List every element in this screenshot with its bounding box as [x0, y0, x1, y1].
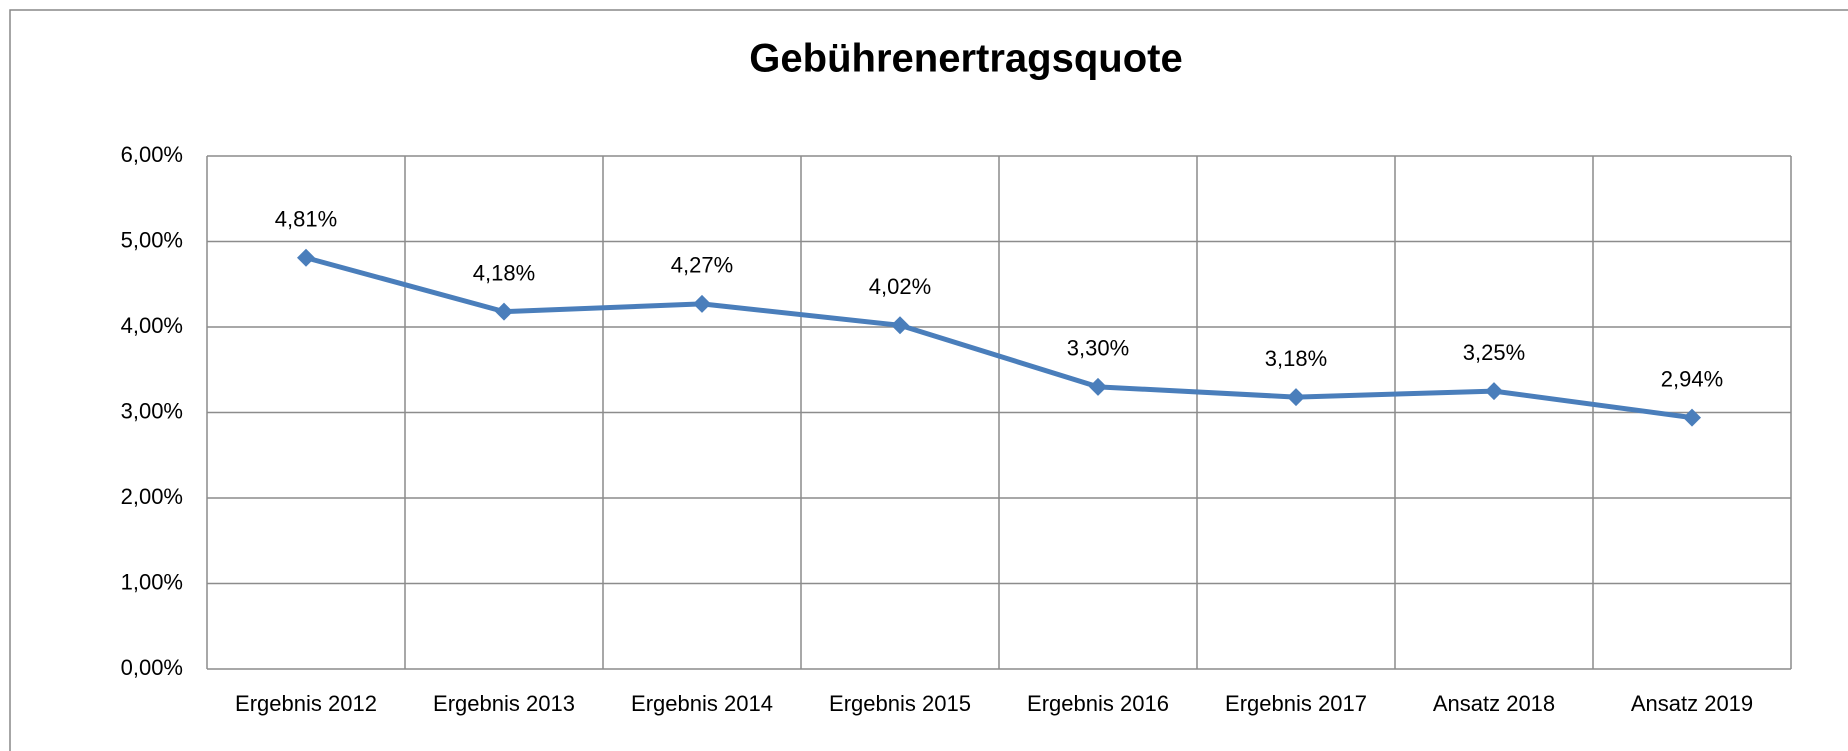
y-tick-label: 2,00%: [121, 484, 183, 509]
x-tick-label: Ergebnis 2016: [1027, 691, 1169, 716]
x-tick-label: Ergebnis 2015: [829, 691, 971, 716]
data-point: [1485, 382, 1503, 401]
data-label: 2,94%: [1661, 366, 1723, 391]
x-tick-label: Ergebnis 2014: [631, 691, 773, 716]
y-tick-label: 3,00%: [121, 398, 183, 423]
data-label: 4,81%: [275, 207, 337, 232]
data-point: [297, 248, 315, 267]
data-label: 3,25%: [1463, 340, 1525, 365]
data-label: 4,02%: [869, 274, 931, 299]
data-point: [495, 302, 513, 321]
data-label: 4,18%: [473, 260, 535, 285]
series-line: [305, 255, 1693, 421]
data-point: [1287, 388, 1305, 407]
data-point: [891, 316, 909, 335]
data-label: 3,18%: [1265, 346, 1327, 371]
chart-title: Gebührenertragsquote: [749, 37, 1182, 81]
x-tick-label: Ergebnis 2013: [433, 691, 575, 716]
data-point: [693, 294, 711, 313]
data-label: 3,30%: [1067, 336, 1129, 361]
x-tick-label: Ansatz 2018: [1433, 691, 1555, 716]
x-tick-label: Ansatz 2019: [1631, 691, 1753, 716]
y-tick-label: 0,00%: [121, 655, 183, 680]
x-tick-label: Ergebnis 2017: [1225, 691, 1367, 716]
chart-border: [9, 9, 1848, 751]
data-point: [1683, 408, 1701, 427]
y-tick-label: 1,00%: [121, 569, 183, 594]
y-tick-label: 5,00%: [121, 227, 183, 252]
y-tick-label: 4,00%: [121, 313, 183, 338]
x-tick-label: Ergebnis 2012: [235, 691, 377, 716]
data-label: 4,27%: [671, 253, 733, 278]
data-point: [1089, 377, 1107, 396]
y-tick-label: 6,00%: [121, 142, 183, 167]
